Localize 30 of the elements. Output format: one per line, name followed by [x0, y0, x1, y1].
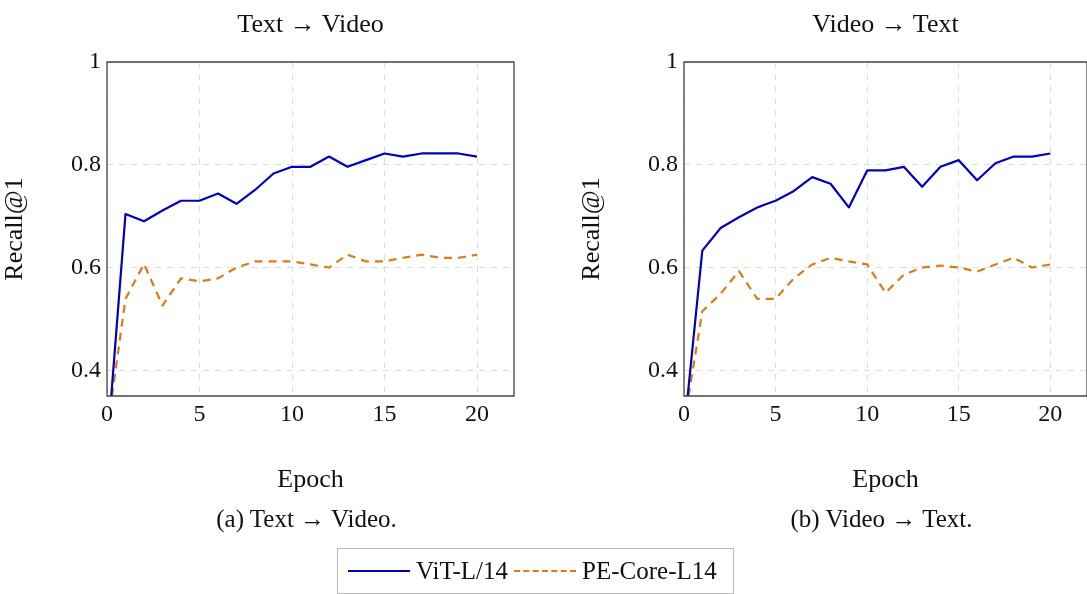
x-tick-label: 15: [372, 399, 397, 426]
y-tick-label: 1: [666, 47, 678, 74]
y-tick-label: 0.8: [648, 150, 678, 177]
y-tick-label: 0.4: [648, 355, 678, 382]
y-tick-label: 0.4: [71, 355, 101, 382]
y-tick-label: 0.8: [71, 150, 101, 177]
line-series: [687, 256, 1052, 396]
x-tick-label: 5: [769, 399, 782, 426]
x-tick-label: 0: [101, 399, 113, 426]
chart-title: Text → Video: [237, 8, 384, 38]
legend-label: PE-Core-L14: [582, 557, 717, 585]
x-tick-label: 5: [193, 399, 206, 426]
line-series: [110, 253, 479, 396]
y-tick-label: 0.6: [71, 252, 101, 279]
x-axis-title: Epoch: [277, 464, 344, 494]
x-tick-label: 20: [1038, 399, 1063, 426]
text: (a) Text → Video.: [216, 504, 397, 533]
x-tick-label: 20: [465, 399, 489, 426]
x-tick-label: 0: [678, 399, 690, 426]
legend-label: ViT-L/14: [416, 557, 509, 585]
y-tick-label: 1: [89, 47, 101, 74]
x-tick-label: 10: [855, 399, 880, 426]
x-tick-label: 10: [280, 399, 304, 426]
y-axis-title: Recall@1: [576, 177, 606, 281]
chart-title: Video → Text: [812, 8, 960, 38]
y-tick-label: 0.6: [648, 252, 678, 279]
x-axis-title: Epoch: [852, 464, 919, 494]
x-tick-label: 15: [946, 399, 971, 426]
text: (b) Video → Text.: [790, 504, 973, 533]
y-axis-title: Recall@1: [0, 177, 29, 281]
